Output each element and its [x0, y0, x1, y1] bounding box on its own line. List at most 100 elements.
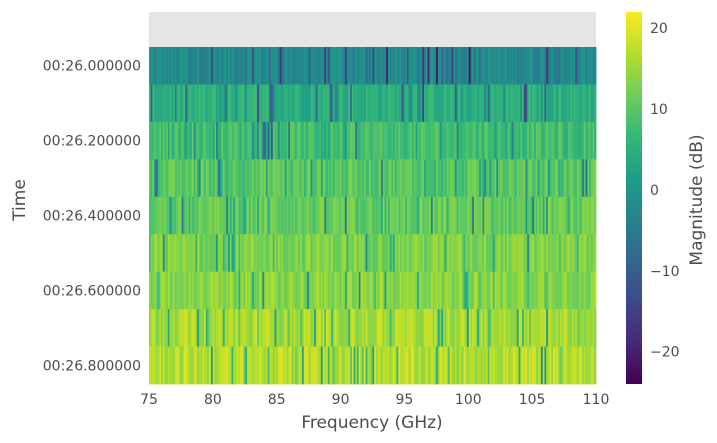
heatmap-cell — [479, 121, 482, 160]
heatmap-cell — [468, 346, 471, 385]
heatmap-cell — [207, 346, 210, 385]
heatmap-cell — [310, 234, 313, 273]
heatmap-cell — [498, 309, 501, 347]
heatmap-cell — [167, 234, 171, 273]
heatmap-cell — [155, 121, 158, 160]
heatmap-cell — [479, 309, 482, 347]
heatmap-cell — [429, 84, 432, 123]
heatmap-cell — [319, 234, 322, 273]
heatmap-cell — [260, 47, 263, 85]
heatmap-cell — [372, 84, 375, 123]
heatmap-cell — [324, 234, 327, 273]
heatmap-cell — [222, 309, 226, 347]
heatmap-cell — [439, 234, 442, 273]
heatmap-cell — [473, 309, 477, 347]
heatmap-cell — [157, 309, 160, 347]
heatmap-cell — [222, 271, 226, 310]
heatmap-cell — [178, 346, 181, 385]
heatmap-cell — [535, 121, 538, 160]
heatmap-cell — [553, 271, 556, 310]
heatmap-cell — [307, 234, 310, 273]
heatmap-cell — [286, 121, 289, 160]
heatmap-cell — [298, 84, 301, 123]
heatmap-cell — [387, 346, 391, 385]
heatmap-cell — [186, 196, 189, 235]
heatmap-cell — [461, 196, 465, 235]
heatmap-cell — [375, 121, 379, 160]
heatmap-cell — [369, 271, 372, 310]
heatmap-cell — [477, 234, 480, 273]
heatmap-cell — [451, 121, 454, 160]
heatmap-cell — [429, 196, 432, 235]
heatmap-cell — [243, 84, 246, 123]
heatmap-cell — [315, 84, 318, 123]
heatmap-cell — [451, 346, 454, 385]
heatmap-cell — [379, 271, 382, 310]
heatmap-cell — [362, 47, 365, 85]
heatmap-cell — [589, 159, 592, 198]
heatmap-cell — [408, 234, 411, 273]
heatmap-cell — [171, 47, 174, 85]
heatmap-cell — [245, 234, 248, 273]
heatmap-cell — [448, 196, 451, 235]
heatmap-cell — [496, 84, 499, 123]
heatmap-cell — [379, 234, 382, 273]
heatmap-cell — [300, 47, 303, 85]
heatmap-cell — [563, 196, 566, 235]
heatmap-cell — [437, 271, 440, 310]
heatmap-cell — [326, 346, 329, 385]
heatmap-cell — [583, 121, 587, 160]
heatmap-cell — [202, 159, 205, 198]
heatmap-cell — [307, 84, 310, 123]
heatmap-cell — [269, 271, 272, 310]
heatmap-cell — [348, 84, 351, 123]
heatmap-cell — [291, 234, 294, 273]
heatmap-cell — [209, 309, 212, 347]
heatmap-cell — [523, 196, 526, 235]
heatmap-cell — [446, 121, 449, 160]
heatmap-cell — [377, 271, 380, 310]
heatmap-cell — [398, 121, 401, 160]
heatmap-cell — [209, 159, 212, 198]
heatmap-cell — [248, 346, 251, 385]
heatmap-cell — [150, 234, 153, 273]
heatmap-cell — [176, 159, 179, 198]
heatmap-cell — [298, 234, 301, 273]
heatmap-cell — [566, 84, 569, 123]
heatmap-cell — [159, 47, 162, 85]
heatmap-cell — [229, 346, 232, 385]
heatmap-cell — [470, 196, 473, 235]
heatmap-cell — [295, 346, 298, 385]
heatmap-cell — [149, 121, 152, 160]
heatmap-cell — [547, 346, 550, 385]
heatmap-cell — [506, 196, 509, 235]
heatmap-cell — [267, 121, 270, 160]
heatmap-cell — [238, 346, 241, 385]
heatmap-cell — [384, 121, 387, 160]
heatmap-cell — [310, 121, 313, 160]
heatmap-cell — [339, 309, 342, 347]
heatmap-cell — [379, 84, 382, 123]
heatmap-cell — [393, 196, 396, 235]
heatmap-cell — [532, 309, 535, 347]
heatmap-cell — [430, 271, 434, 310]
heatmap-cell — [336, 47, 339, 85]
heatmap-cell — [291, 84, 294, 123]
heatmap-cell — [195, 159, 198, 198]
heatmap-cell — [370, 47, 373, 85]
heatmap-cell — [498, 271, 501, 310]
heatmap-cell — [198, 196, 201, 235]
heatmap-cell — [362, 84, 365, 123]
heatmap-cell — [190, 196, 193, 235]
heatmap-cell — [164, 159, 167, 198]
heatmap-cell — [394, 309, 397, 347]
heatmap-cell — [269, 309, 272, 347]
heatmap-cell — [157, 84, 160, 123]
heatmap-cell — [329, 234, 332, 273]
heatmap-cell — [535, 271, 538, 310]
heatmap-cell — [391, 309, 394, 347]
heatmap-cell — [260, 309, 263, 347]
heatmap-cell — [485, 159, 489, 198]
heatmap-cell — [570, 234, 573, 273]
heatmap-cell — [212, 346, 215, 385]
